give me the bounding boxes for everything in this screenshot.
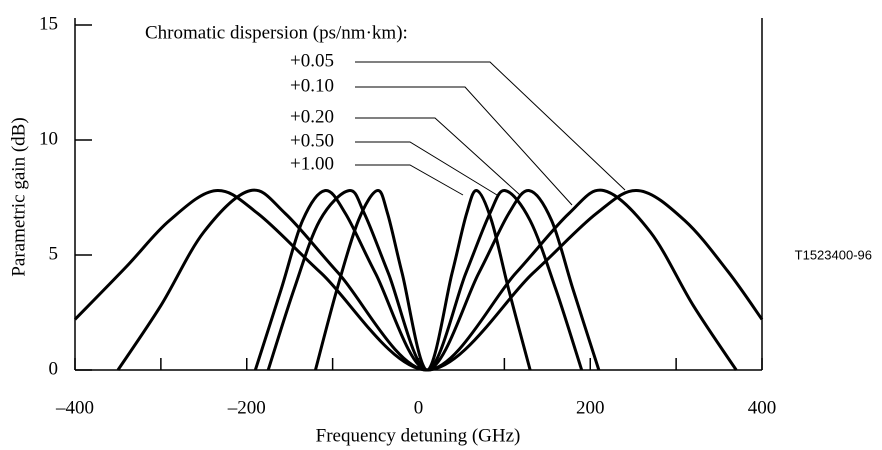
- y-axis-label: Parametric gain (dB): [8, 117, 29, 276]
- gain-curve: [314, 189, 532, 372]
- gain-curve: [266, 189, 584, 372]
- series-label: +0.20: [290, 106, 334, 127]
- y-tick-label: 5: [49, 243, 59, 264]
- leader-lines: [355, 61, 626, 206]
- gain-curve: [73, 189, 764, 372]
- x-axis-label: Frequency detuning (GHz): [316, 425, 521, 446]
- x-tick-label: 200: [576, 397, 605, 418]
- x-tick-label: –200: [227, 397, 266, 418]
- x-tick-label: 400: [748, 397, 777, 418]
- x-tick-label: –400: [55, 397, 94, 418]
- series-label: +0.05: [290, 50, 334, 71]
- x-tick-label: 0: [414, 397, 424, 418]
- series-label: +0.10: [290, 75, 334, 96]
- annotation: Chromatic dispersion (ps/nm·km):: [145, 22, 408, 43]
- gain-curve: [116, 188, 738, 372]
- y-tick-label: 10: [39, 128, 58, 149]
- series-label: +0.50: [290, 130, 334, 151]
- y-tick-label: 15: [39, 13, 58, 34]
- gain-curve: [253, 189, 601, 372]
- y-tick-label: 0: [49, 358, 59, 379]
- series-label: +1.00: [290, 153, 334, 174]
- figure-id: T1523400-96: [795, 247, 872, 262]
